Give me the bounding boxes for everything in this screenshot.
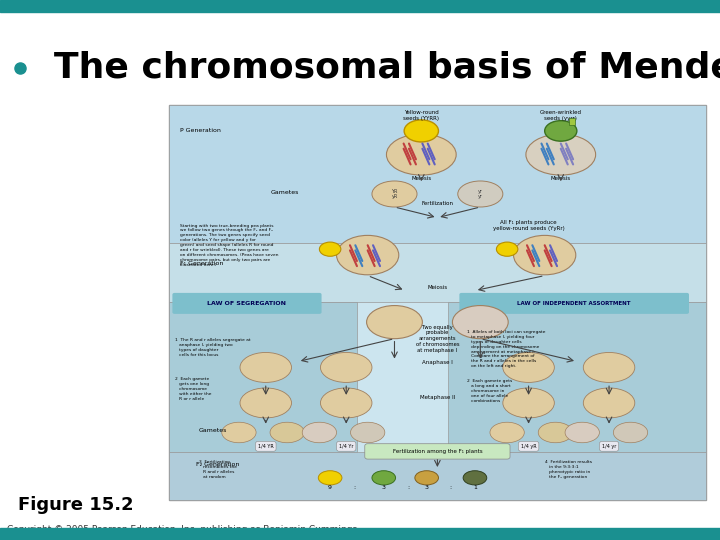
Text: 2  Each gamete
   gets one long
   chromosome
   with either the
   R or r allel: 2 Each gamete gets one long chromosome w… [174, 377, 211, 401]
Ellipse shape [222, 422, 256, 443]
Text: 3  Fertilization
   recombines the
   R and r alleles
   at random: 3 Fertilization recombines the R and r a… [199, 460, 237, 479]
Ellipse shape [452, 306, 508, 339]
Ellipse shape [387, 134, 456, 175]
Ellipse shape [565, 422, 599, 443]
Ellipse shape [372, 181, 417, 207]
Bar [448, 302, 706, 452]
Ellipse shape [318, 471, 342, 485]
Ellipse shape [513, 235, 576, 275]
Ellipse shape [583, 353, 635, 382]
Text: Fertilization: Fertilization [421, 200, 454, 206]
Text: 3: 3 [425, 485, 428, 490]
Text: Copyright © 2005 Pearson Education, Inc. publishing as Benjamin Cummings: Copyright © 2005 Pearson Education, Inc.… [7, 524, 357, 534]
Text: Metaphase II: Metaphase II [420, 395, 455, 400]
Bar [169, 243, 706, 302]
Bar [0, 0, 720, 12]
Ellipse shape [372, 471, 395, 485]
Ellipse shape [583, 388, 635, 418]
Text: The chromosomal basis of Mendel’s laws: The chromosomal basis of Mendel’s laws [54, 51, 720, 84]
Text: YR
yR: YR yR [391, 188, 397, 199]
FancyBboxPatch shape [172, 293, 322, 314]
Text: F₂ Generation: F₂ Generation [196, 462, 239, 467]
Ellipse shape [320, 242, 341, 256]
Text: Fertilization among the F₁ plants: Fertilization among the F₁ plants [392, 449, 482, 454]
Ellipse shape [320, 388, 372, 418]
Bar [169, 105, 706, 243]
Text: 1: 1 [473, 485, 477, 490]
Text: Gametes: Gametes [199, 428, 227, 433]
Text: F₁ Generation: F₁ Generation [180, 261, 223, 266]
Ellipse shape [490, 422, 524, 443]
Ellipse shape [463, 471, 487, 485]
Text: :: : [407, 485, 409, 490]
Text: 2  Each gamete gets
   a long and a short
   chromosome in
   one of four allele: 2 Each gamete gets a long and a short ch… [467, 379, 512, 403]
Ellipse shape [302, 422, 336, 443]
Ellipse shape [240, 353, 292, 382]
Bar [169, 105, 706, 500]
Text: 1  Alleles of both loci can segregate
   to metaphase I, yielding four
   types : 1 Alleles of both loci can segregate to … [467, 330, 546, 368]
Ellipse shape [351, 422, 384, 443]
Ellipse shape [503, 353, 554, 382]
Text: Starting with two true-breeding pea plants
we follow two genes through the F₁ an: Starting with two true-breeding pea plan… [180, 224, 279, 267]
Bar [0, 528, 720, 540]
Ellipse shape [458, 181, 503, 207]
Text: Meiosis: Meiosis [411, 176, 431, 181]
Text: yr
yr: yr yr [478, 188, 483, 199]
Text: LAW OF SEGREGATION: LAW OF SEGREGATION [207, 301, 287, 306]
Text: 1/4 Yr: 1/4 Yr [339, 444, 354, 449]
Text: 1/4 YR: 1/4 YR [258, 444, 274, 449]
Bar [169, 452, 706, 500]
Text: 1/4 yr: 1/4 yr [602, 444, 616, 449]
Bar [169, 302, 357, 452]
Text: Gametes: Gametes [271, 190, 300, 194]
Text: Two equally
probable
arrangements
of chromosomes
at metaphase I: Two equally probable arrangements of chr… [415, 325, 459, 353]
Text: 9: 9 [328, 485, 332, 490]
Ellipse shape [613, 422, 648, 443]
Text: Yellow-round
seeds (YYRR): Yellow-round seeds (YYRR) [403, 110, 439, 120]
Ellipse shape [544, 120, 577, 141]
Ellipse shape [404, 120, 438, 142]
Bar [569, 118, 575, 125]
Ellipse shape [240, 388, 292, 418]
Text: Figure 15.2: Figure 15.2 [18, 496, 134, 514]
Text: Anaphase I: Anaphase I [422, 360, 453, 365]
Ellipse shape [503, 388, 554, 418]
Text: :: : [354, 485, 356, 490]
Text: 4  Fertilization results
   in the 9:3:3:1
   phenotypic ratio in
   the F₂ gene: 4 Fertilization results in the 9:3:3:1 p… [544, 460, 592, 479]
Ellipse shape [366, 306, 423, 339]
Ellipse shape [526, 134, 595, 175]
Ellipse shape [539, 422, 572, 443]
Ellipse shape [415, 471, 438, 485]
Text: 3: 3 [382, 485, 386, 490]
Text: 1/4 yR: 1/4 yR [521, 444, 536, 449]
Text: Green-wrinkled
seeds (yyrr): Green-wrinkled seeds (yyrr) [540, 110, 582, 120]
Ellipse shape [270, 422, 305, 443]
FancyBboxPatch shape [365, 444, 510, 459]
FancyBboxPatch shape [459, 293, 689, 314]
Ellipse shape [496, 242, 518, 256]
Text: LAW OF INDEPENDENT ASSORTMENT: LAW OF INDEPENDENT ASSORTMENT [518, 301, 631, 306]
Text: P Generation: P Generation [180, 129, 221, 133]
Ellipse shape [320, 353, 372, 382]
Text: 1  The R and r alleles segregate at
   anaphase I, yielding two
   types of daug: 1 The R and r alleles segregate at anaph… [174, 338, 250, 356]
Text: All F₁ plants produce
yellow-round seeds (YyRr): All F₁ plants produce yellow-round seeds… [492, 220, 564, 231]
Text: :: : [450, 485, 452, 490]
Text: Meiosis: Meiosis [551, 176, 571, 181]
Text: Meiosis: Meiosis [428, 285, 447, 290]
Ellipse shape [336, 235, 399, 275]
